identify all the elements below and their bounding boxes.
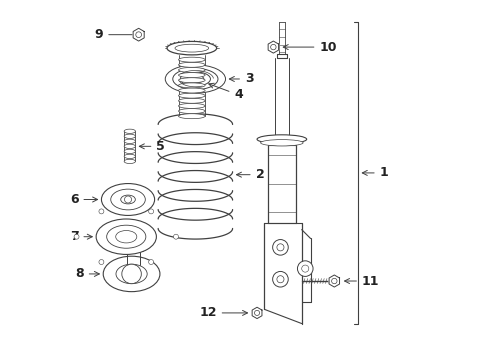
Circle shape bbox=[173, 234, 178, 239]
Text: 2: 2 bbox=[237, 168, 265, 181]
Ellipse shape bbox=[180, 72, 210, 86]
Ellipse shape bbox=[178, 73, 205, 77]
Circle shape bbox=[270, 44, 276, 50]
Text: 12: 12 bbox=[199, 306, 247, 319]
Ellipse shape bbox=[101, 184, 155, 215]
Circle shape bbox=[297, 261, 313, 276]
Text: 1: 1 bbox=[362, 166, 389, 179]
Circle shape bbox=[148, 209, 153, 214]
Circle shape bbox=[272, 271, 288, 287]
Text: 11: 11 bbox=[344, 275, 379, 288]
Ellipse shape bbox=[116, 264, 147, 284]
Ellipse shape bbox=[173, 68, 218, 90]
Circle shape bbox=[302, 265, 309, 272]
Circle shape bbox=[124, 196, 131, 203]
Ellipse shape bbox=[124, 134, 135, 138]
Ellipse shape bbox=[124, 139, 135, 143]
Circle shape bbox=[277, 276, 284, 283]
Circle shape bbox=[99, 209, 104, 214]
Ellipse shape bbox=[178, 98, 205, 103]
Circle shape bbox=[74, 234, 79, 239]
Ellipse shape bbox=[121, 195, 135, 204]
Ellipse shape bbox=[167, 41, 217, 55]
Text: 5: 5 bbox=[139, 140, 165, 153]
Ellipse shape bbox=[124, 159, 135, 163]
Ellipse shape bbox=[178, 78, 205, 83]
Ellipse shape bbox=[116, 230, 137, 243]
Ellipse shape bbox=[124, 129, 135, 134]
Circle shape bbox=[99, 260, 104, 265]
Polygon shape bbox=[329, 275, 340, 287]
Ellipse shape bbox=[96, 219, 156, 255]
Polygon shape bbox=[252, 307, 262, 319]
Polygon shape bbox=[133, 28, 144, 41]
Ellipse shape bbox=[124, 154, 135, 158]
Text: 9: 9 bbox=[95, 28, 142, 41]
Ellipse shape bbox=[178, 109, 205, 113]
Text: 10: 10 bbox=[283, 41, 337, 54]
Text: 3: 3 bbox=[229, 72, 254, 85]
Circle shape bbox=[254, 310, 260, 315]
Ellipse shape bbox=[187, 75, 204, 83]
Ellipse shape bbox=[178, 83, 205, 88]
Circle shape bbox=[272, 239, 288, 255]
Circle shape bbox=[136, 32, 142, 37]
Ellipse shape bbox=[178, 88, 205, 93]
Ellipse shape bbox=[165, 65, 225, 93]
Ellipse shape bbox=[178, 103, 205, 108]
Ellipse shape bbox=[111, 189, 146, 210]
Text: 8: 8 bbox=[75, 267, 99, 280]
Ellipse shape bbox=[178, 93, 205, 98]
Ellipse shape bbox=[261, 140, 303, 146]
Circle shape bbox=[122, 264, 141, 284]
Circle shape bbox=[277, 244, 284, 251]
Circle shape bbox=[332, 278, 337, 284]
Ellipse shape bbox=[257, 135, 307, 144]
Ellipse shape bbox=[178, 67, 205, 72]
Ellipse shape bbox=[124, 144, 135, 148]
Ellipse shape bbox=[175, 44, 209, 52]
Ellipse shape bbox=[178, 114, 205, 119]
Text: 4: 4 bbox=[209, 83, 243, 102]
Text: 6: 6 bbox=[70, 193, 98, 206]
Polygon shape bbox=[268, 41, 279, 53]
Ellipse shape bbox=[103, 256, 160, 292]
Ellipse shape bbox=[178, 62, 205, 67]
Ellipse shape bbox=[107, 225, 146, 248]
Ellipse shape bbox=[178, 57, 205, 62]
Ellipse shape bbox=[124, 149, 135, 153]
Text: 7: 7 bbox=[70, 230, 92, 243]
Circle shape bbox=[148, 260, 153, 265]
